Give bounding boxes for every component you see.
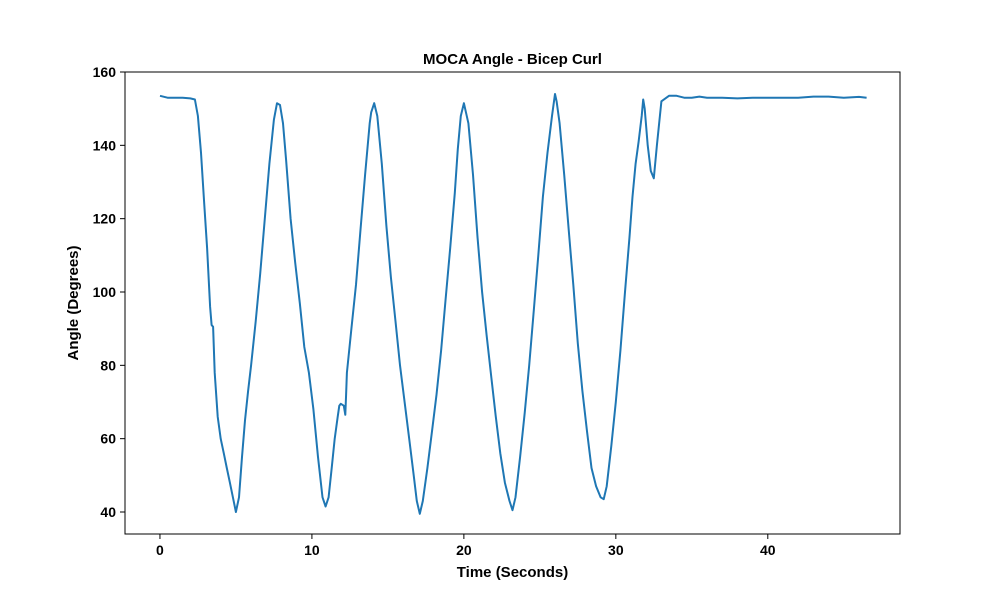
x-tick-label: 20: [456, 542, 472, 558]
series-layer: [159, 93, 867, 515]
y-tick-label: 40: [100, 504, 116, 520]
y-axis-ticks: 40 60 80 100 120 140 160: [93, 64, 125, 520]
y-tick-label: 120: [93, 211, 117, 227]
plot-frame: [124, 71, 901, 535]
y-tick-label: 160: [93, 64, 117, 80]
x-tick-label: 40: [760, 542, 776, 558]
x-tick-label: 10: [304, 542, 320, 558]
y-tick-label: 140: [93, 137, 117, 153]
y-tick-label: 100: [93, 284, 117, 300]
x-axis-label: Time (Seconds): [457, 564, 568, 581]
chart-title: MOCA Angle - Bicep Curl: [423, 51, 602, 68]
x-tick-label: 0: [156, 542, 164, 558]
series-line: [159, 93, 867, 515]
x-axis-ticks: 0 10 20 30 40: [156, 534, 776, 558]
y-tick-label: 80: [100, 357, 116, 373]
y-axis-label: Angle (Degrees): [65, 245, 82, 360]
y-tick-label: 60: [100, 431, 116, 447]
x-tick-label: 30: [608, 542, 624, 558]
